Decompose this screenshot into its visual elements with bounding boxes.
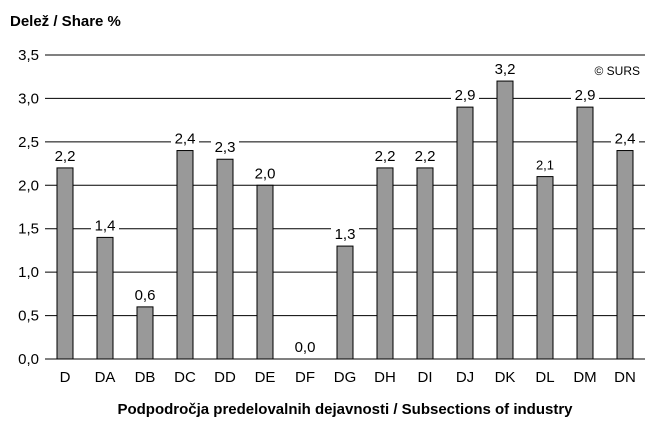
value-label-bg bbox=[451, 86, 479, 104]
value-label: 2,1 bbox=[536, 158, 554, 173]
value-label: 2,0 bbox=[255, 165, 276, 182]
category-label: DE bbox=[255, 369, 276, 386]
value-label-bg bbox=[91, 216, 119, 234]
bar bbox=[616, 150, 634, 360]
bar bbox=[136, 306, 154, 360]
value-label: 1,3 bbox=[335, 226, 356, 243]
category-label: DA bbox=[95, 369, 116, 386]
value-label-bg bbox=[571, 86, 599, 104]
bar bbox=[216, 158, 234, 360]
y-tick-label: 0,0 bbox=[18, 351, 39, 368]
category-label: DH bbox=[374, 369, 396, 386]
value-label-bg bbox=[211, 138, 239, 156]
bar bbox=[416, 167, 434, 360]
copyright-note: © SURS bbox=[594, 64, 640, 78]
value-labels: 2,2 1,4 0,6 2,4 2,3 2,0 0,0 1,3 2,2 2,2 2,9 3,2 2,1 2… bbox=[51, 60, 639, 356]
value-label-bg bbox=[51, 146, 79, 164]
x-axis-categories: D DA DB DC DD DE DF DG DH DI DJ DK DL DM DN bbox=[60, 369, 636, 386]
bar bbox=[536, 176, 554, 360]
value-label: 2,4 bbox=[615, 131, 636, 148]
value-label: 2,9 bbox=[455, 87, 476, 104]
category-label: DK bbox=[495, 369, 516, 386]
y-tick-label: 2,5 bbox=[18, 134, 39, 151]
value-label-bg bbox=[171, 129, 199, 147]
value-label-bg bbox=[411, 146, 439, 164]
category-label: DL bbox=[535, 369, 554, 386]
bar bbox=[256, 184, 274, 360]
value-label: 2,9 bbox=[575, 87, 596, 104]
value-label: 2,3 bbox=[215, 139, 236, 156]
bar bbox=[336, 245, 354, 360]
x-axis-title: Podpodročja predelovalnih dejavnosti / S… bbox=[117, 401, 573, 418]
value-label: 0,6 bbox=[135, 287, 156, 304]
y-axis-title: Delež / Share % bbox=[10, 13, 121, 30]
bar bbox=[576, 106, 594, 360]
category-label: DB bbox=[135, 369, 156, 386]
value-label: 1,4 bbox=[95, 217, 116, 234]
category-label: D bbox=[60, 369, 71, 386]
category-label: DD bbox=[214, 369, 236, 386]
value-label: 2,2 bbox=[415, 148, 436, 165]
bar bbox=[96, 236, 114, 360]
category-label: DJ bbox=[456, 369, 474, 386]
bar bbox=[56, 167, 74, 360]
y-tick-label: 2,0 bbox=[18, 177, 39, 194]
bars bbox=[56, 80, 634, 360]
y-tick-label: 3,5 bbox=[18, 47, 39, 64]
y-tick-label: 0,5 bbox=[18, 308, 39, 325]
bar bbox=[496, 80, 514, 360]
value-label-bg bbox=[291, 338, 319, 355]
bar bbox=[176, 150, 194, 360]
value-label: 3,2 bbox=[495, 61, 516, 78]
bar bbox=[456, 106, 474, 360]
category-label: DC bbox=[174, 369, 196, 386]
y-tick-label: 1,5 bbox=[18, 221, 39, 238]
value-label-bg bbox=[131, 285, 159, 303]
value-label-bg bbox=[611, 129, 639, 147]
y-tick-label: 3,0 bbox=[18, 90, 39, 107]
value-label: 2,2 bbox=[55, 148, 76, 165]
value-label-bg bbox=[533, 155, 557, 173]
category-label: DF bbox=[295, 369, 315, 386]
bar bbox=[376, 167, 394, 360]
value-label-bg bbox=[491, 60, 519, 78]
category-label: DN bbox=[614, 369, 636, 386]
category-label: DM bbox=[573, 369, 596, 386]
category-label: DI bbox=[418, 369, 433, 386]
category-label: DG bbox=[334, 369, 357, 386]
y-tick-label: 1,0 bbox=[18, 264, 39, 281]
value-label-bg bbox=[331, 225, 359, 243]
value-label: 0,0 bbox=[295, 339, 316, 356]
value-label: 2,2 bbox=[375, 148, 396, 165]
value-label-bg bbox=[371, 146, 399, 164]
value-label-bg bbox=[251, 164, 279, 182]
y-axis-ticks: 0,0 0,5 1,0 1,5 2,0 2,5 3,0 3,5 bbox=[18, 47, 39, 368]
value-label: 2,4 bbox=[175, 131, 196, 148]
